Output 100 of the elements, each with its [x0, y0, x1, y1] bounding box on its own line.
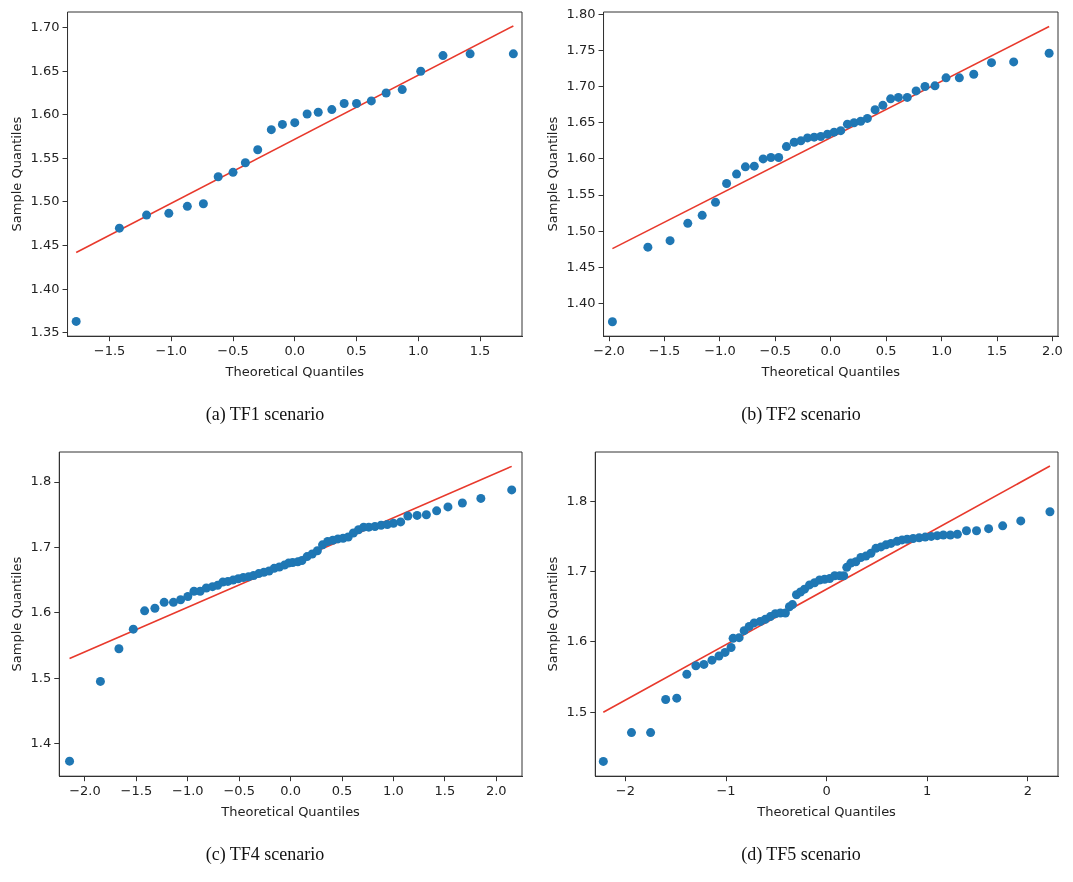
point: [339, 99, 349, 109]
y-tick-label: 1.80: [566, 5, 596, 21]
point: [893, 92, 903, 102]
point: [476, 493, 486, 503]
point: [176, 595, 186, 605]
point: [749, 161, 759, 171]
x-tick-label: −1.5: [120, 783, 153, 799]
y-tick-label: 1.7: [30, 538, 52, 554]
x-tick-label: −1.0: [172, 783, 204, 799]
point: [507, 485, 517, 495]
point: [253, 145, 263, 155]
point: [969, 69, 979, 79]
text: (a) TF1 scenario: [205, 403, 325, 425]
x-tick-label: −1.0: [155, 343, 188, 359]
point: [941, 73, 951, 83]
y-axis-title: Sample Quantiles: [9, 116, 25, 232]
point: [954, 73, 964, 83]
point: [240, 158, 250, 168]
x-tick-label: 0: [822, 783, 831, 799]
y-tick-label: 1.50: [566, 222, 596, 238]
point: [722, 179, 732, 189]
x-tick-label: 0.5: [331, 783, 353, 799]
x-tick-label: −0.5: [759, 343, 792, 359]
x-tick-label: −2.0: [593, 343, 625, 359]
y-tick-label: 1.7: [566, 562, 588, 578]
y-tick-label: 1.70: [30, 19, 60, 35]
y-tick-label: 1.65: [30, 62, 60, 78]
point: [168, 597, 178, 607]
y-tick-label: 1.45: [30, 236, 60, 252]
x-tick-label: 0.0: [280, 783, 301, 799]
point: [774, 152, 784, 162]
y-tick-label: 1.4: [30, 734, 52, 750]
point: [856, 116, 866, 126]
point: [432, 506, 442, 516]
point: [277, 119, 287, 129]
x-tick-label: −0.5: [217, 343, 249, 359]
point: [266, 125, 276, 135]
point: [403, 511, 413, 521]
x-tick-label: 1.5: [434, 783, 456, 799]
y-tick-label: 1.65: [566, 114, 596, 130]
point: [732, 169, 742, 179]
point: [930, 81, 940, 91]
y-axis-title: Sample Quantiles: [545, 556, 561, 672]
y-tick-label: 1.8: [566, 492, 588, 508]
x-tick-label: 1: [923, 783, 932, 799]
point: [302, 109, 312, 119]
point: [920, 82, 930, 92]
x-tick-label: 0.5: [875, 343, 897, 359]
point: [352, 99, 362, 109]
point: [313, 107, 323, 117]
x-tick-label: −1.5: [93, 343, 126, 359]
y-tick-label: 1.5: [566, 703, 588, 719]
point: [140, 606, 150, 616]
point: [128, 624, 138, 634]
point: [781, 142, 791, 152]
point: [878, 100, 888, 110]
text: (b) TF2 scenario: [741, 403, 861, 425]
point: [1009, 57, 1019, 67]
x-tick-label: −0.5: [223, 783, 256, 799]
x-tick-label: 2.0: [1042, 343, 1063, 359]
x-tick-label: 1.5: [469, 343, 491, 359]
point: [312, 546, 322, 556]
x-tick-label: −1.0: [704, 343, 736, 359]
point: [816, 131, 826, 141]
x-tick-label: 0.0: [284, 343, 306, 359]
point: [986, 58, 996, 68]
point: [421, 510, 431, 520]
point: [150, 603, 160, 613]
y-tick-label: 1.6: [30, 604, 52, 620]
point: [665, 236, 675, 246]
point: [412, 510, 422, 520]
y-tick-label: 1.70: [566, 77, 596, 93]
x-axis-title: Theoretical Quantiles: [220, 803, 361, 819]
x-tick-label: 2: [1023, 783, 1032, 799]
point: [71, 316, 81, 326]
y-tick-label: 1.8: [30, 473, 52, 489]
point: [142, 210, 152, 220]
point: [213, 172, 223, 182]
point: [95, 676, 105, 686]
point: [183, 591, 193, 601]
point: [836, 126, 846, 136]
point: [159, 597, 169, 607]
y-tick-label: 1.35: [30, 324, 60, 340]
y-tick-label: 1.45: [566, 258, 596, 274]
point: [711, 197, 720, 207]
x-axis-title: Theoretical Quantiles: [756, 803, 897, 819]
x-tick-label: 0.5: [346, 343, 367, 359]
point: [758, 154, 768, 164]
y-tick-label: 1.50: [30, 193, 60, 209]
point: [1044, 48, 1054, 58]
point: [862, 113, 872, 123]
point: [465, 49, 475, 59]
point: [697, 210, 707, 220]
point: [607, 317, 617, 327]
y-tick-label: 1.40: [30, 280, 60, 296]
y-tick-label: 1.75: [566, 41, 596, 57]
point: [902, 92, 912, 102]
point: [457, 498, 467, 508]
y-tick-label: 1.6: [566, 633, 588, 649]
y-tick-label: 1.55: [30, 149, 60, 165]
